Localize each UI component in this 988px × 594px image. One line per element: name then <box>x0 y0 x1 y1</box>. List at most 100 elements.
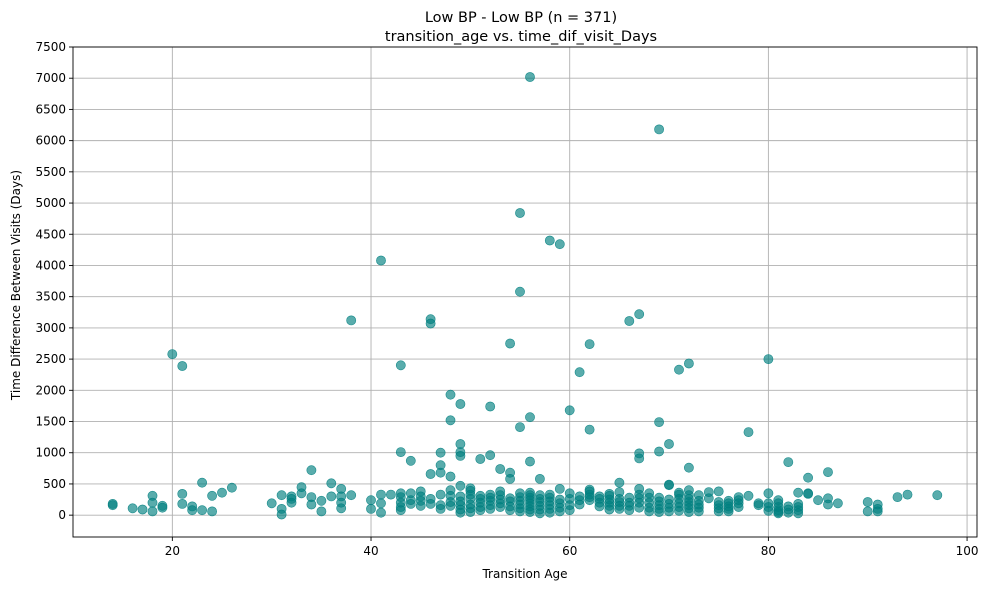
scatter-point <box>654 124 664 135</box>
scatter-point <box>862 506 873 517</box>
scatter-point <box>535 490 545 501</box>
scatter-point <box>316 506 327 517</box>
y-tick-label: 5000 <box>35 196 66 210</box>
scatter-point <box>584 339 595 349</box>
scatter-point <box>455 480 466 491</box>
scatter-point <box>445 415 456 426</box>
scatter-point <box>395 447 406 457</box>
scatter-point <box>505 467 515 478</box>
scatter-point <box>276 490 287 501</box>
scatter-points <box>107 72 943 520</box>
scatter-point <box>197 505 207 516</box>
scatter-point <box>306 465 317 476</box>
y-tick-label: 3500 <box>35 290 66 304</box>
scatter-point <box>674 487 684 498</box>
scatter-point <box>366 495 376 506</box>
y-tick-label: 2500 <box>35 352 66 366</box>
scatter-point <box>594 491 605 502</box>
x-tick-label: 60 <box>562 544 577 558</box>
scatter-point <box>177 498 188 509</box>
scatter-point <box>455 439 466 449</box>
scatter-point <box>773 495 784 506</box>
scatter-point <box>376 507 386 518</box>
scatter-point <box>505 338 515 349</box>
scatter-point <box>346 315 357 326</box>
scatter-point <box>445 485 456 496</box>
scatter-point <box>535 473 545 484</box>
scatter-point <box>684 358 694 369</box>
scatter-point <box>554 494 565 505</box>
scatter-point <box>217 487 227 498</box>
scatter-point <box>862 497 873 507</box>
scatter-point <box>435 500 446 511</box>
scatter-point <box>684 462 694 473</box>
scatter-point <box>723 495 734 506</box>
scatter-point <box>554 483 565 494</box>
chart-title-line-2: transition_age vs. time_dif_visit_Days <box>385 29 657 45</box>
scatter-point <box>564 488 575 499</box>
scatter-point <box>793 487 804 498</box>
scatter-point <box>614 487 625 497</box>
scatter-point <box>823 493 833 504</box>
scatter-point <box>306 492 317 502</box>
y-tick-label: 3000 <box>35 321 66 335</box>
scatter-point <box>783 457 794 467</box>
scatter-point <box>763 498 774 509</box>
x-tick-label: 20 <box>165 544 180 558</box>
scatter-point <box>634 483 645 494</box>
scatter-point <box>664 479 674 490</box>
y-tick-label: 7000 <box>35 71 66 85</box>
scatter-point <box>286 493 297 504</box>
scatter-point <box>505 493 515 504</box>
scatter-point <box>445 389 456 400</box>
scatter-point <box>515 422 525 432</box>
scatter-point <box>743 427 754 437</box>
scatter-point <box>197 477 207 488</box>
y-tick-label: 1000 <box>35 446 66 460</box>
scatter-point <box>783 501 794 512</box>
scatter-point <box>544 235 555 246</box>
scatter-point <box>475 454 486 464</box>
y-tick-label: 500 <box>43 477 66 491</box>
scatter-point <box>177 488 188 499</box>
scatter-point <box>445 471 456 482</box>
y-axis-label: Time Difference Between Visits (Days) <box>9 170 23 401</box>
scatter-point <box>763 488 774 499</box>
scatter-point <box>664 439 674 449</box>
scatter-point <box>803 488 813 499</box>
chart-title-line-1: Low BP - Low BP (n = 371) <box>425 10 617 26</box>
scatter-point <box>336 483 347 494</box>
scatter-point <box>107 498 118 509</box>
scatter-point <box>525 412 535 423</box>
scatter-point <box>226 482 237 493</box>
scatter-point <box>395 360 406 371</box>
y-tick-label: 2000 <box>35 383 66 397</box>
scatter-point <box>376 489 386 500</box>
y-tick-label: 6000 <box>35 134 66 148</box>
scatter-point <box>833 498 843 509</box>
scatter-point <box>793 498 804 509</box>
scatter-point <box>127 503 138 514</box>
scatter-point <box>823 467 833 477</box>
scatter-point <box>892 492 903 502</box>
scatter-point <box>624 492 635 503</box>
scatter-point <box>326 478 337 489</box>
scatter-point <box>574 491 585 502</box>
scatter-point <box>187 501 198 512</box>
scatter-point <box>425 493 436 504</box>
scatter-point <box>654 492 664 503</box>
y-tick-label: 1500 <box>35 415 66 429</box>
y-tick-label: 4500 <box>35 227 66 241</box>
scatter-point <box>455 491 466 502</box>
scatter-point <box>564 405 575 416</box>
scatter-point <box>624 316 635 326</box>
grid-lines <box>73 46 977 537</box>
scatter-point <box>803 472 813 483</box>
scatter-point <box>465 483 476 494</box>
scatter-point <box>664 494 674 505</box>
scatter-point <box>435 460 446 471</box>
scatter-point <box>813 495 823 506</box>
y-tick-label: 7500 <box>35 40 66 54</box>
